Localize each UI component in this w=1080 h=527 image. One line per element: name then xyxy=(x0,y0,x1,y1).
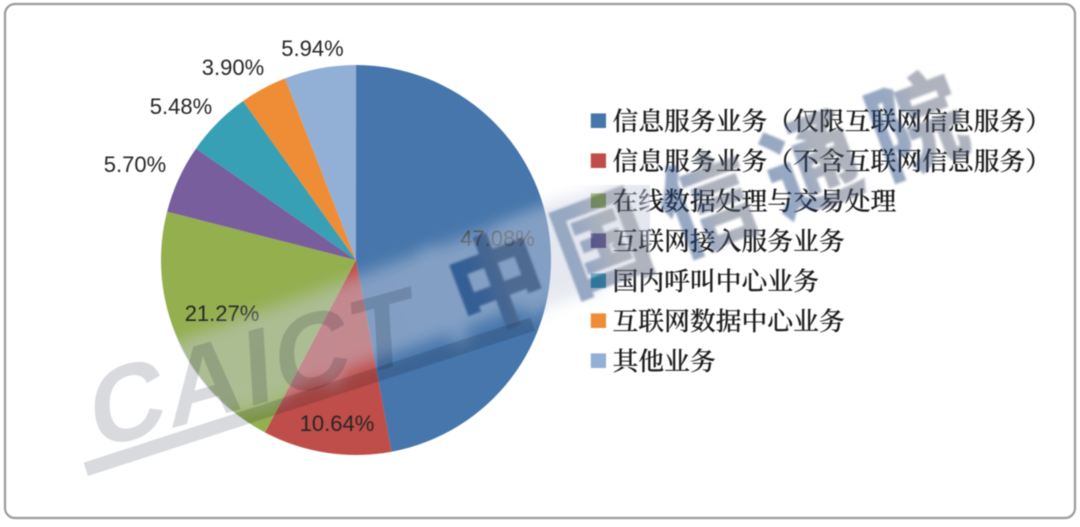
svg-text:10.64%: 10.64% xyxy=(300,411,375,436)
svg-text:5.94%: 5.94% xyxy=(281,36,343,61)
svg-text:5.48%: 5.48% xyxy=(150,94,212,119)
svg-text:3.90%: 3.90% xyxy=(202,55,264,80)
svg-text:5.70%: 5.70% xyxy=(104,152,166,177)
